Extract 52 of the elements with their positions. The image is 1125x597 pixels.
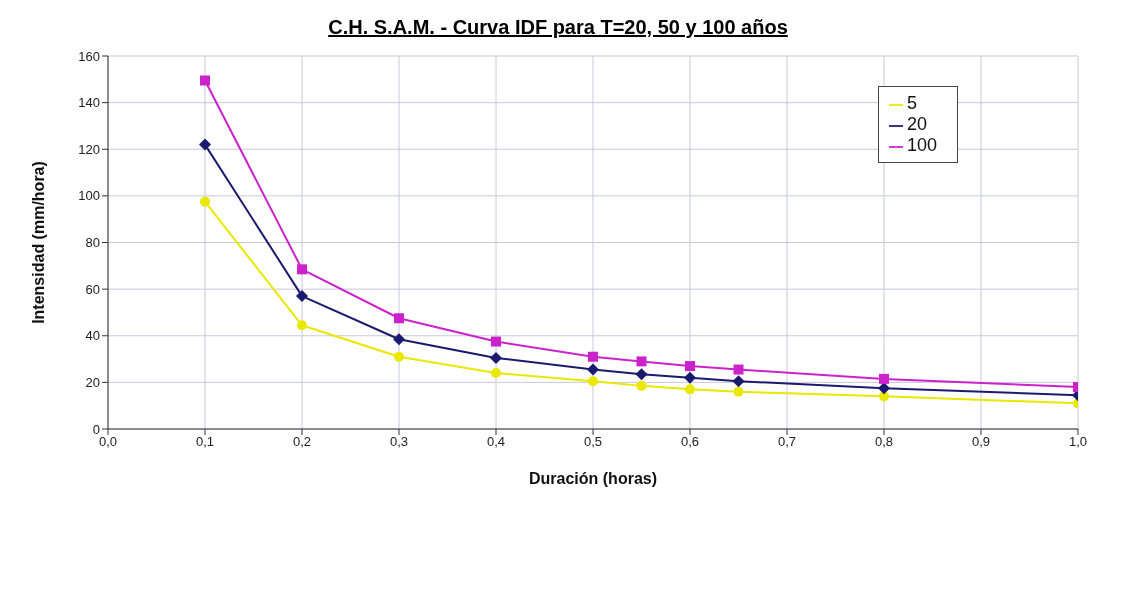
chart-title: C.H. S.A.M. - Curva IDF para T=20, 50 y 100 años — [327, 15, 789, 40]
point — [200, 196, 210, 207]
legend-label: 5 — [906, 93, 917, 113]
x-tick-label: 0,5 — [583, 434, 603, 450]
point — [200, 75, 210, 86]
point — [733, 386, 744, 397]
x-tick-label: 0,2 — [292, 434, 312, 450]
x-tick-label: 0,9 — [971, 434, 991, 450]
legend-label: 100 — [906, 135, 937, 155]
point — [394, 313, 404, 324]
point — [588, 376, 598, 387]
point — [733, 364, 744, 375]
y-tick-label: 140 — [78, 95, 100, 111]
point — [491, 368, 501, 379]
point — [685, 361, 695, 372]
point — [587, 363, 599, 376]
x-tick-label: 0,4 — [486, 434, 506, 450]
point — [491, 336, 501, 347]
x-axis-title: Duración (horas) — [528, 470, 658, 487]
y-tick-label: 100 — [78, 188, 100, 204]
point — [297, 264, 307, 275]
legend-label: 20 — [906, 114, 927, 134]
point — [297, 320, 307, 331]
y-tick-label: 60 — [85, 281, 100, 297]
point — [394, 351, 404, 362]
point — [393, 333, 405, 346]
point — [199, 138, 211, 151]
y-tick-label: 120 — [78, 141, 100, 157]
x-tick-label: 0,0 — [98, 434, 118, 450]
point — [685, 384, 695, 395]
point — [490, 351, 502, 364]
point — [879, 373, 889, 384]
x-tick-label: 0,3 — [389, 434, 409, 450]
y-tick-label: 40 — [85, 328, 100, 344]
point — [636, 356, 647, 367]
y-tick-label: 80 — [85, 235, 100, 251]
point — [732, 375, 745, 388]
y-tick-label: 160 — [78, 48, 100, 64]
x-tick-label: 0,8 — [874, 434, 894, 450]
x-tick-label: 0,6 — [680, 434, 700, 450]
point — [684, 371, 696, 384]
x-tick-label: 1,0 — [1068, 434, 1088, 450]
x-tick-label: 0,1 — [195, 434, 215, 450]
point — [588, 351, 598, 362]
point — [635, 368, 648, 381]
x-tick-label: 0,7 — [777, 434, 797, 450]
point — [636, 380, 647, 391]
point — [296, 290, 308, 303]
y-axis-title: Intensidad (mm/hora) — [29, 161, 47, 324]
point — [878, 382, 890, 395]
y-tick-label: 0 — [92, 421, 100, 437]
y-tick-label: 20 — [85, 374, 100, 390]
